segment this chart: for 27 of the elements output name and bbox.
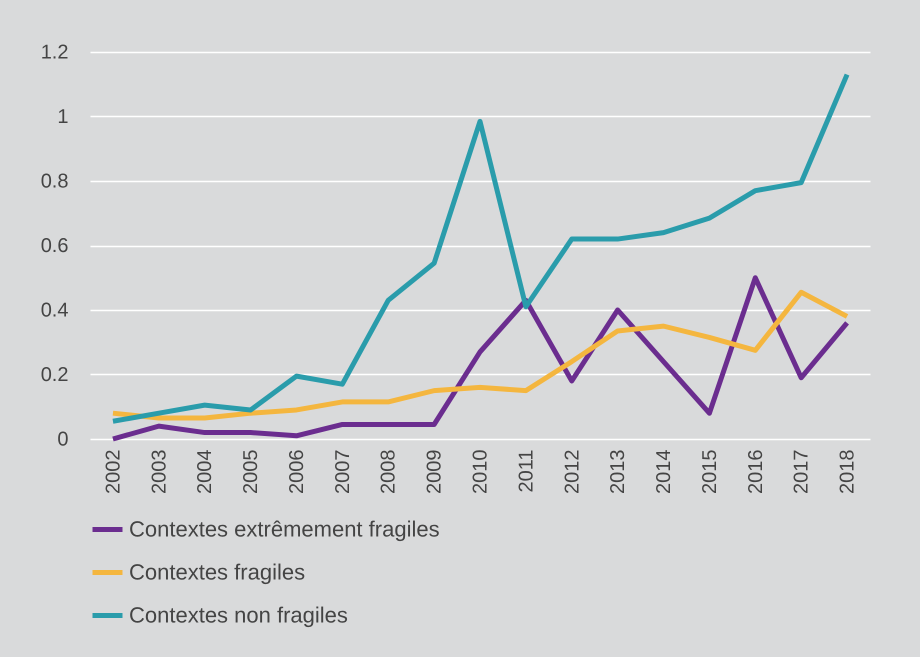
x-tick-label: 2006 bbox=[286, 450, 308, 494]
y-tick-label: 0.6 bbox=[40, 235, 68, 257]
legend-label: Contextes extrêmement fragiles bbox=[129, 516, 440, 542]
y-tick-label: 0.8 bbox=[40, 170, 68, 192]
legend-label: Contextes non fragiles bbox=[129, 602, 348, 628]
x-tick-label: 2014 bbox=[653, 450, 676, 494]
y-tick-label: 0.2 bbox=[40, 364, 68, 386]
y-tick-label: 1 bbox=[57, 106, 68, 128]
x-tick-label: 2013 bbox=[607, 450, 630, 494]
x-tick-label: 2007 bbox=[332, 450, 354, 494]
x-tick-label: 2003 bbox=[148, 450, 170, 494]
x-tick-label: 2016 bbox=[744, 450, 767, 494]
x-tick-label: 2010 bbox=[470, 450, 492, 494]
x-tick-label: 2004 bbox=[194, 450, 216, 494]
x-tick-label: 2012 bbox=[561, 450, 584, 494]
x-tick-label: 2005 bbox=[240, 450, 262, 494]
x-tick-label: 2011 bbox=[515, 450, 538, 493]
x-tick-label: 2018 bbox=[836, 450, 859, 494]
y-tick-label: 0.4 bbox=[40, 300, 68, 322]
x-tick-label: 2009 bbox=[424, 450, 446, 494]
x-tick-label: 2015 bbox=[698, 450, 721, 494]
y-tick-label: 1.2 bbox=[40, 42, 68, 64]
x-tick-label: 2008 bbox=[378, 450, 400, 494]
x-tick-label: 2017 bbox=[790, 450, 813, 494]
legend-label: Contextes fragiles bbox=[129, 560, 306, 584]
x-tick-label: 2002 bbox=[102, 450, 124, 494]
y-tick-label: 0 bbox=[57, 428, 68, 450]
